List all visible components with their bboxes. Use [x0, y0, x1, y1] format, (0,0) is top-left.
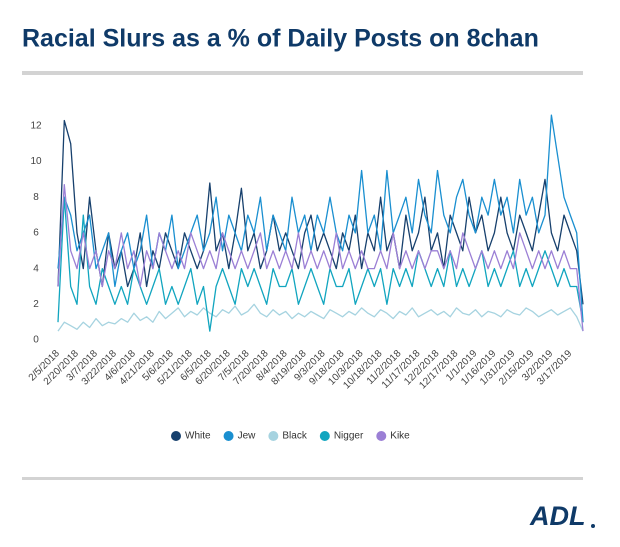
legend-marker: [376, 431, 387, 441]
y-tick-label: 12: [30, 120, 42, 131]
legend-marker: [268, 431, 279, 441]
series-line: [57, 184, 584, 332]
legend-marker: [223, 431, 234, 441]
y-tick-label: 8: [33, 192, 39, 203]
legend-label: Nigger: [334, 431, 364, 442]
top-rule: [22, 71, 583, 75]
legend-marker: [319, 431, 330, 441]
y-tick-label: 6: [33, 228, 39, 239]
y-tick-label: 2: [33, 299, 39, 310]
logo: ADL: [529, 501, 586, 531]
legend-label: Jew: [238, 431, 257, 442]
series-line: [57, 303, 584, 332]
series-line: [57, 196, 584, 332]
series-line: [57, 119, 584, 305]
series-line: [57, 114, 584, 323]
y-tick-label: 0: [33, 335, 39, 346]
y-tick-label: 10: [30, 156, 42, 167]
legend-marker: [171, 431, 181, 441]
chart-title: Racial Slurs as a % of Daily Posts on 8c…: [22, 25, 539, 53]
y-tick-label: 4: [33, 263, 39, 274]
legend-label: White: [185, 431, 211, 442]
bottom-rule: [22, 477, 583, 480]
legend-label: Kike: [390, 431, 410, 442]
logo-dot: [591, 524, 595, 528]
legend-label: Black: [282, 431, 307, 442]
